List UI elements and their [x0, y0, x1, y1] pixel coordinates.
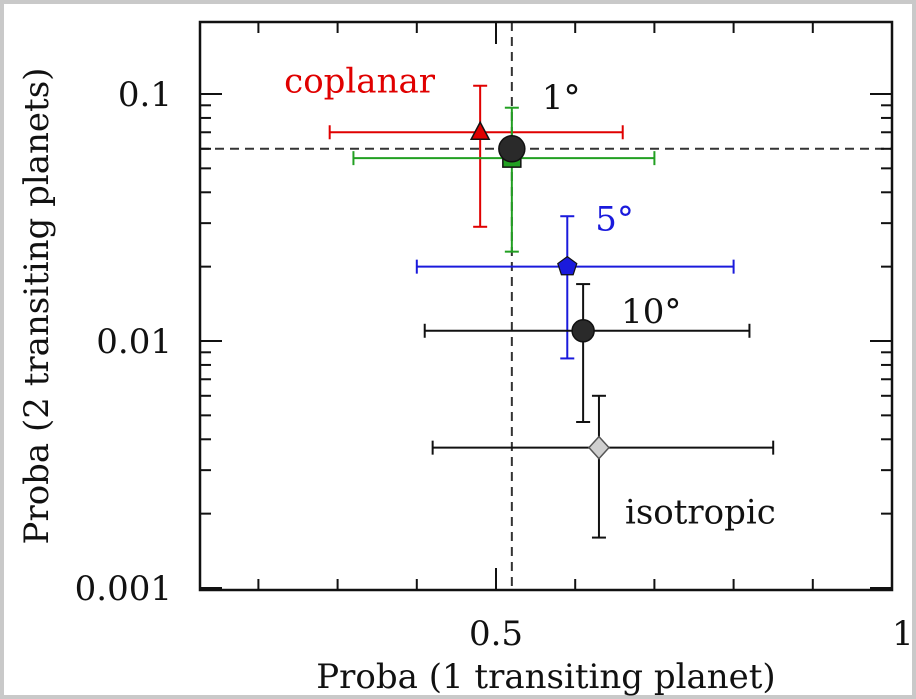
- diamond-marker: [587, 435, 610, 460]
- data-point-pentagon: [415, 215, 735, 360]
- y-tick-label: 0.001: [75, 569, 172, 609]
- labels: 0.5 1 0.001 0.01 0.1 Proba (1 transiting plan…: [17, 61, 914, 697]
- data-point-circle: [423, 283, 751, 423]
- circle-marker: [498, 135, 526, 163]
- data-point-circle: [498, 135, 526, 163]
- annotation-label: 5°: [595, 200, 634, 240]
- annotation-label: 1°: [542, 78, 581, 118]
- annotation-label: 10°: [621, 292, 681, 332]
- x-tick-label: 0.5: [469, 614, 523, 654]
- y-tick-label: 0.1: [118, 75, 172, 115]
- axes: [198, 20, 894, 592]
- y-tick-label: 0.01: [96, 322, 172, 362]
- annotation-label: isotropic: [625, 493, 776, 533]
- x-tick-label: 1: [892, 614, 914, 654]
- plot-box: [198, 20, 894, 592]
- annotation-label: coplanar: [284, 61, 436, 101]
- data-point-diamond: [431, 394, 775, 539]
- x-axis-label: Proba (1 transiting planet): [316, 657, 775, 697]
- circle-marker: [571, 319, 595, 343]
- data-point-triangle: [328, 84, 624, 228]
- data-series: [328, 84, 775, 539]
- pentagon-marker: [557, 255, 578, 276]
- triangle-marker: [469, 120, 491, 141]
- y-axis-label: Proba (2 transiting planets): [17, 68, 57, 545]
